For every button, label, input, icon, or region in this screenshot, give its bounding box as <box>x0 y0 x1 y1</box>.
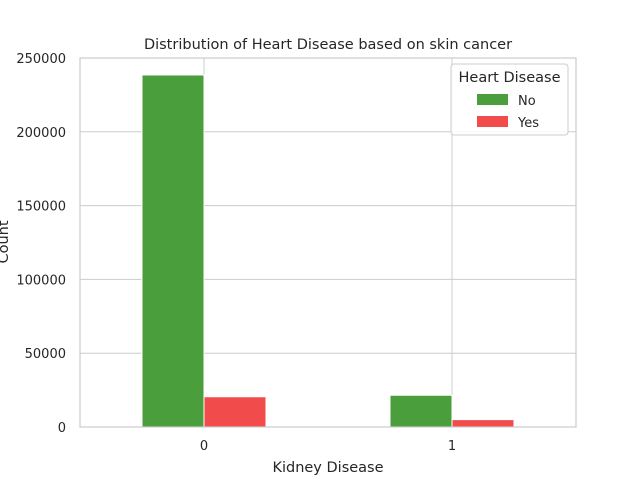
y-axis-ticks: 0 50000 100000 150000 200000 250000 <box>16 52 66 436</box>
x-tick-label: 0 <box>200 439 208 454</box>
y-tick-label: 100000 <box>16 273 66 288</box>
legend-label-no: No <box>518 94 536 109</box>
y-tick-label: 0 <box>58 421 66 436</box>
bar-yes-0 <box>203 396 267 428</box>
y-tick-label: 50000 <box>25 347 66 362</box>
bar-no-0 <box>141 74 205 428</box>
legend-swatch-yes <box>477 116 508 127</box>
bar-yes-1 <box>451 419 515 428</box>
y-tick-label: 150000 <box>16 200 66 215</box>
chart-title: Distribution of Heart Disease based on s… <box>144 37 512 53</box>
legend-label-yes: Yes <box>517 116 539 131</box>
bars <box>141 74 515 428</box>
legend-swatch-no <box>477 94 508 105</box>
plot-frame <box>79 57 577 428</box>
y-tick-label: 250000 <box>16 52 66 67</box>
y-axis-label: Count <box>0 220 12 263</box>
x-axis-label: Kidney Disease <box>272 460 383 476</box>
x-tick-label: 1 <box>448 439 456 454</box>
legend-title: Heart Disease <box>459 70 561 86</box>
legend-items: No Yes <box>477 94 539 131</box>
legend: Heart Disease No Yes <box>450 63 569 136</box>
y-tick-label: 200000 <box>16 126 66 141</box>
bar-no-1 <box>389 394 453 428</box>
